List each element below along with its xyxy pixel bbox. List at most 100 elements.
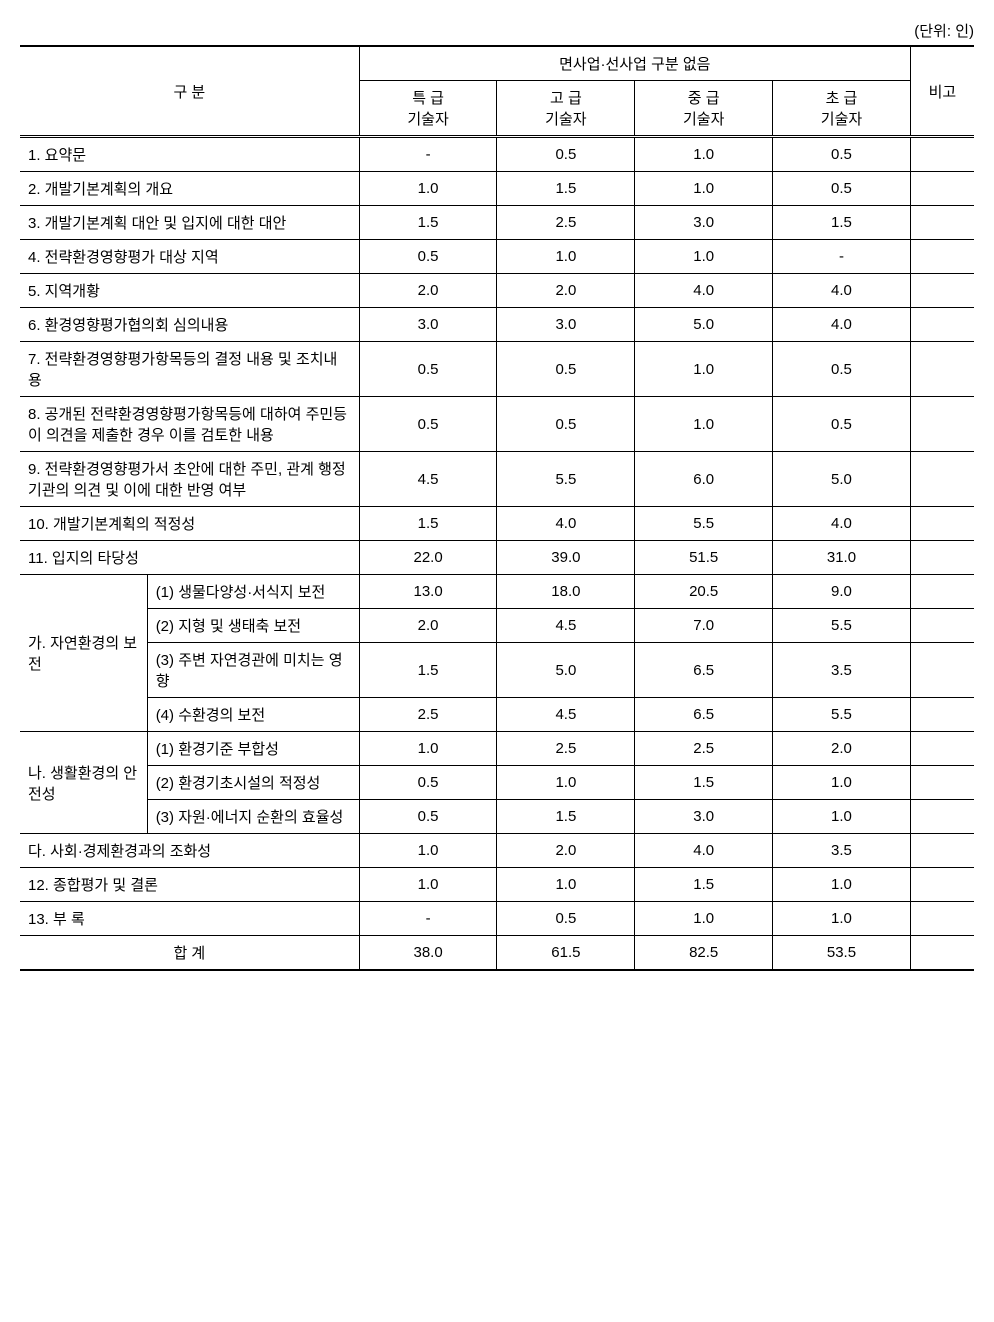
cell-remark [910, 800, 974, 834]
cell-high: 2.0 [497, 834, 635, 868]
table-body: 1. 요약문 - 0.5 1.0 0.5 2. 개발기본계획의 개요 1.0 1… [20, 137, 974, 971]
cell-high: 1.0 [497, 240, 635, 274]
cell-special: 38.0 [359, 936, 497, 971]
row-label: 7. 전략환경영향평가항목등의 결정 내용 및 조치내용 [20, 342, 359, 397]
cell-special: - [359, 902, 497, 936]
cell-mid: 51.5 [635, 541, 773, 575]
table-row: 6. 환경영향평가협의회 심의내용 3.0 3.0 5.0 4.0 [20, 308, 974, 342]
cell-high: 0.5 [497, 902, 635, 936]
cell-remark [910, 137, 974, 172]
cell-low: 9.0 [773, 575, 911, 609]
cell-low: 1.0 [773, 902, 911, 936]
cell-mid: 4.0 [635, 274, 773, 308]
table-row: 11. 입지의 타당성 22.0 39.0 51.5 31.0 [20, 541, 974, 575]
sub-row-label: (1) 생물다양성·서식지 보전 [147, 575, 359, 609]
header-col-mid: 중 급 기술자 [635, 81, 773, 137]
cell-high: 1.0 [497, 868, 635, 902]
cell-low: 53.5 [773, 936, 911, 971]
cell-low: 5.5 [773, 698, 911, 732]
row-label: 5. 지역개황 [20, 274, 359, 308]
cell-low: 5.5 [773, 609, 911, 643]
row-label: 다. 사회·경제환경과의 조화성 [20, 834, 359, 868]
header-col-special: 특 급 기술자 [359, 81, 497, 137]
cell-remark [910, 541, 974, 575]
row-label: 6. 환경영향평가협의회 심의내용 [20, 308, 359, 342]
cell-special: 1.5 [359, 206, 497, 240]
row-label: 12. 종합평가 및 결론 [20, 868, 359, 902]
table-row: (3) 자원·에너지 순환의 효율성 0.5 1.5 3.0 1.0 [20, 800, 974, 834]
table-row: 13. 부 록 - 0.5 1.0 1.0 [20, 902, 974, 936]
cell-special: 2.5 [359, 698, 497, 732]
cell-mid: 20.5 [635, 575, 773, 609]
cell-high: 2.0 [497, 274, 635, 308]
header-remark: 비고 [910, 46, 974, 137]
table-row: 7. 전략환경영향평가항목등의 결정 내용 및 조치내용 0.5 0.5 1.0… [20, 342, 974, 397]
cell-high: 0.5 [497, 137, 635, 172]
cell-remark [910, 902, 974, 936]
table-row: 12. 종합평가 및 결론 1.0 1.0 1.5 1.0 [20, 868, 974, 902]
sub-row-label: (3) 주변 자연경관에 미치는 영향 [147, 643, 359, 698]
row-label: 3. 개발기본계획 대안 및 입지에 대한 대안 [20, 206, 359, 240]
cell-remark [910, 834, 974, 868]
cell-mid: 3.0 [635, 206, 773, 240]
cell-low: 4.0 [773, 274, 911, 308]
cell-low: - [773, 240, 911, 274]
cell-special: 0.5 [359, 800, 497, 834]
row-label: 10. 개발기본계획의 적정성 [20, 507, 359, 541]
table-row: (4) 수환경의 보전 2.5 4.5 6.5 5.5 [20, 698, 974, 732]
cell-low: 0.5 [773, 397, 911, 452]
cell-low: 4.0 [773, 507, 911, 541]
cell-remark [910, 206, 974, 240]
header-category: 구 분 [20, 46, 359, 137]
total-row: 합 계 38.0 61.5 82.5 53.5 [20, 936, 974, 971]
cell-remark [910, 698, 974, 732]
cell-remark [910, 172, 974, 206]
cell-special: 2.0 [359, 274, 497, 308]
cell-mid: 1.5 [635, 868, 773, 902]
cell-high: 5.0 [497, 643, 635, 698]
group-label-b: 나. 생활환경의 안전성 [20, 732, 147, 834]
cell-mid: 1.0 [635, 172, 773, 206]
header-group: 면사업·선사업 구분 없음 [359, 46, 910, 81]
row-label: 2. 개발기본계획의 개요 [20, 172, 359, 206]
cell-mid: 6.0 [635, 452, 773, 507]
table-row: 가. 자연환경의 보전 (1) 생물다양성·서식지 보전 13.0 18.0 2… [20, 575, 974, 609]
cell-special: 2.0 [359, 609, 497, 643]
cell-high: 1.5 [497, 800, 635, 834]
unit-label: (단위: 인) [20, 20, 974, 41]
cell-remark [910, 308, 974, 342]
table-row: 9. 전략환경영향평가서 초안에 대한 주민, 관계 행정기관의 의견 및 이에… [20, 452, 974, 507]
cell-low: 3.5 [773, 834, 911, 868]
cell-low: 2.0 [773, 732, 911, 766]
cell-low: 1.0 [773, 800, 911, 834]
cell-low: 1.0 [773, 868, 911, 902]
cell-high: 3.0 [497, 308, 635, 342]
cell-special: 0.5 [359, 397, 497, 452]
cell-mid: 6.5 [635, 643, 773, 698]
table-row: 다. 사회·경제환경과의 조화성 1.0 2.0 4.0 3.5 [20, 834, 974, 868]
cell-high: 4.0 [497, 507, 635, 541]
cell-high: 2.5 [497, 732, 635, 766]
cell-special: 1.5 [359, 507, 497, 541]
cell-mid: 5.5 [635, 507, 773, 541]
table-row: 2. 개발기본계획의 개요 1.0 1.5 1.0 0.5 [20, 172, 974, 206]
cell-remark [910, 766, 974, 800]
sub-row-label: (4) 수환경의 보전 [147, 698, 359, 732]
cell-special: 4.5 [359, 452, 497, 507]
row-label: 11. 입지의 타당성 [20, 541, 359, 575]
header-col-high: 고 급 기술자 [497, 81, 635, 137]
cell-remark [910, 936, 974, 971]
table-row: 10. 개발기본계획의 적정성 1.5 4.0 5.5 4.0 [20, 507, 974, 541]
cell-low: 1.5 [773, 206, 911, 240]
cell-special: 1.5 [359, 643, 497, 698]
table-row: 1. 요약문 - 0.5 1.0 0.5 [20, 137, 974, 172]
cell-high: 61.5 [497, 936, 635, 971]
cell-mid: 3.0 [635, 800, 773, 834]
cell-mid: 1.0 [635, 342, 773, 397]
cell-special: 1.0 [359, 834, 497, 868]
row-label: 8. 공개된 전략환경영향평가항목등에 대하여 주민등이 의견을 제출한 경우 … [20, 397, 359, 452]
sub-row-label: (2) 환경기초시설의 적정성 [147, 766, 359, 800]
cell-low: 31.0 [773, 541, 911, 575]
cell-high: 18.0 [497, 575, 635, 609]
cell-special: 22.0 [359, 541, 497, 575]
